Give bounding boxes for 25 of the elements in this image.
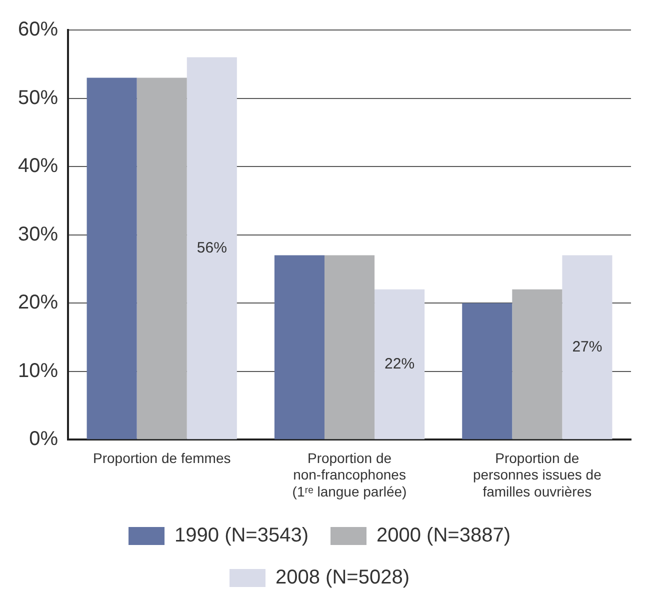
x-tick-label: Proportion de femmes: [92, 450, 231, 466]
y-tick-label: 20%: [18, 292, 58, 314]
bar: [324, 255, 375, 440]
legend-label: 2000 (N=3887): [376, 524, 510, 547]
bar: [462, 303, 512, 440]
bar: [274, 255, 324, 440]
legend-label: 2008 (N=5028): [276, 566, 410, 589]
data-label: 22%: [384, 355, 415, 372]
bar: [562, 255, 612, 440]
y-tick-label: 60%: [18, 18, 58, 41]
y-tick-label: 0%: [29, 428, 58, 450]
x-tick-label: Proportion de personnes issues de familles ouvrières: [472, 450, 602, 500]
bar: [374, 289, 425, 440]
data-label: 56%: [196, 239, 227, 256]
y-tick-label: 30%: [18, 223, 58, 246]
y-tick-label: 10%: [18, 360, 58, 382]
bar: [512, 289, 562, 440]
bar: [186, 57, 237, 440]
bar: [136, 78, 187, 440]
y-tick-label: 50%: [18, 86, 58, 109]
y-tick-label: 40%: [18, 155, 58, 178]
legend-label: 1990 (N=3543): [174, 524, 308, 547]
bar: [86, 78, 137, 440]
data-label: 27%: [572, 338, 602, 356]
x-tick-label: Proportion de non-francophones (1ʳᵉ langue parlée): [292, 450, 407, 500]
